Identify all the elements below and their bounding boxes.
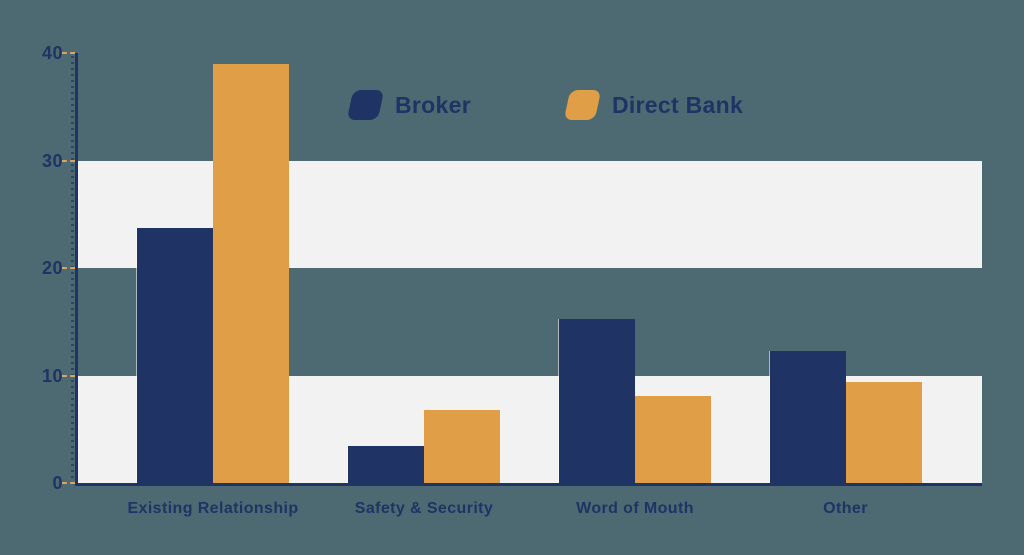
y-tick-label: 10 xyxy=(41,365,63,386)
bar-broker-1 xyxy=(137,228,213,483)
bar-direct-bank-1 xyxy=(213,63,289,483)
bar-direct-bank-4 xyxy=(845,381,922,483)
y-tick-dash xyxy=(62,374,75,377)
legend: Broker Direct Bank xyxy=(346,90,744,120)
legend-item-direct-bank: Direct Bank xyxy=(563,90,744,120)
legend-item-broker: Broker xyxy=(346,90,471,120)
y-tick-label: 20 xyxy=(41,258,63,278)
broker-legend-swatch xyxy=(346,90,385,120)
direct-bank-legend-swatch xyxy=(563,90,602,120)
bar-direct-bank-2 xyxy=(424,409,500,483)
y-tick-dash xyxy=(62,159,75,162)
bar-broker-3 xyxy=(559,318,635,483)
y-tick-label: 0 xyxy=(52,473,63,493)
x-category-label: Other xyxy=(823,500,868,517)
y-tick-label: 30 xyxy=(41,150,63,171)
bar-broker-2 xyxy=(348,446,424,483)
x-category-label: Safety & Security xyxy=(354,500,494,517)
bar-broker-4 xyxy=(769,350,846,483)
x-category-label: Word of Mouth xyxy=(576,500,694,517)
y-axis-minor-ticks xyxy=(71,56,74,483)
y-tick-label: 40 xyxy=(41,43,63,63)
y-tick-dash xyxy=(62,267,75,269)
direct-bank-legend-label: Direct Bank xyxy=(611,91,744,118)
y-axis xyxy=(75,53,78,486)
bar-direct-bank-3 xyxy=(635,395,711,483)
x-category-label: Existing Relationship xyxy=(127,500,299,517)
y-tick-dash xyxy=(62,482,75,484)
broker-legend-label: Broker xyxy=(395,91,471,118)
x-axis xyxy=(75,483,982,486)
y-tick-dash xyxy=(62,52,75,54)
